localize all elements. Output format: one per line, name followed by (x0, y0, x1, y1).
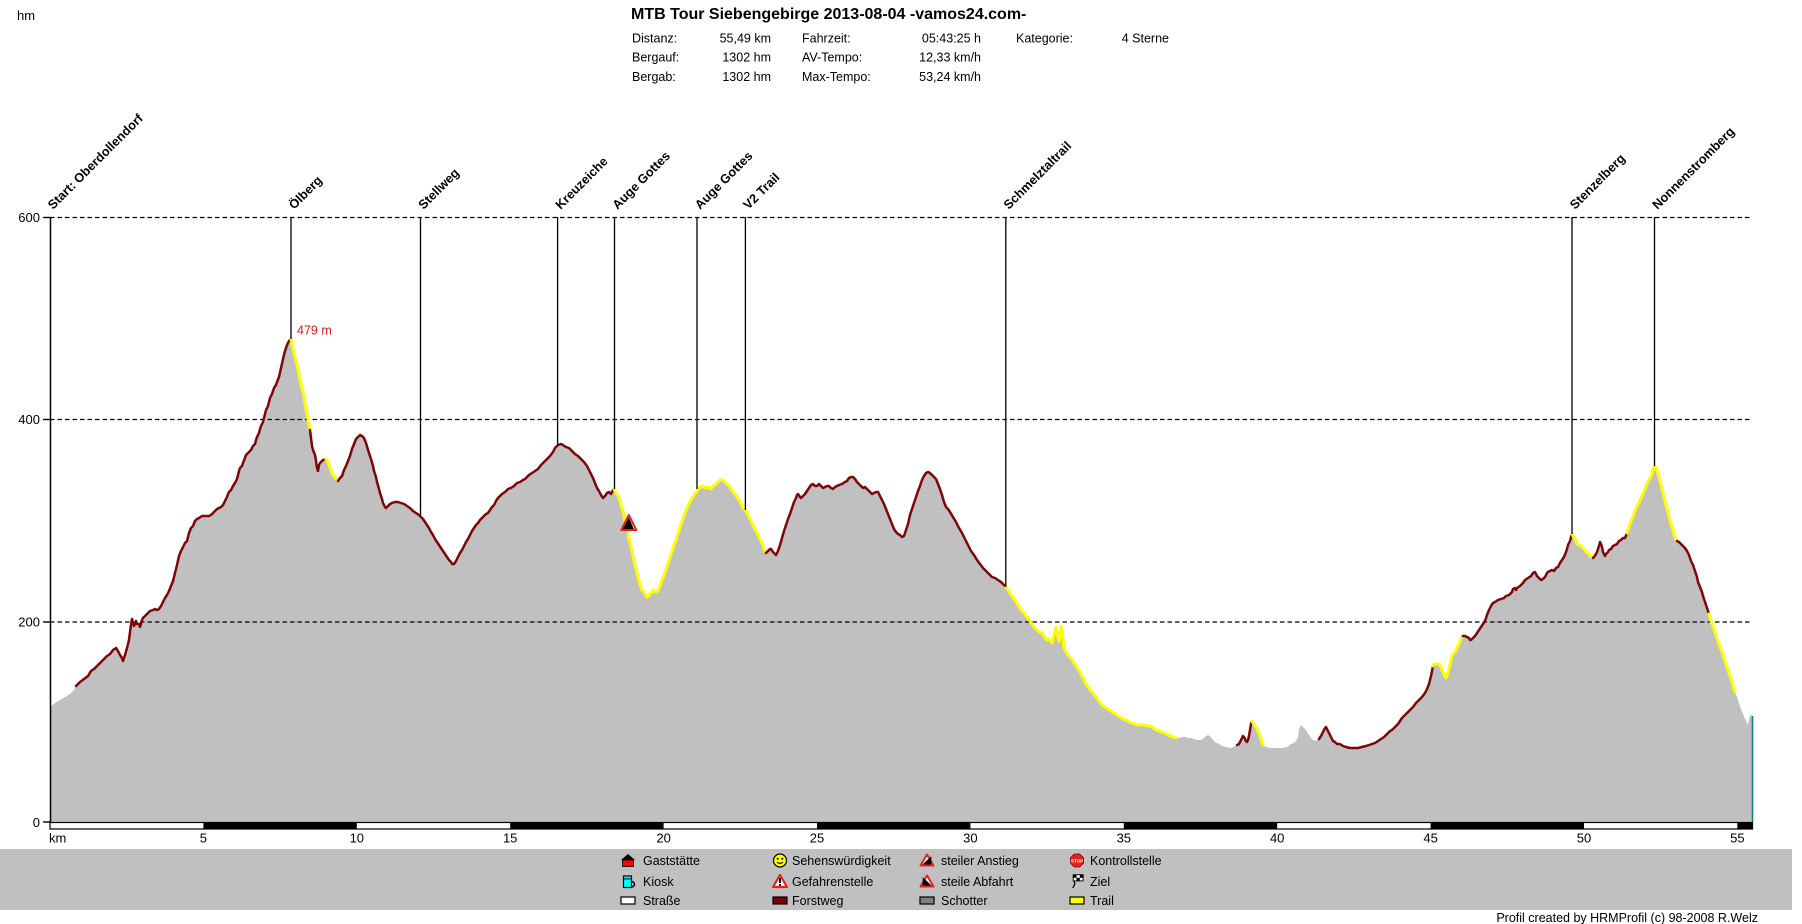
svg-text:MTB Tour Siebengebirge 2013-08: MTB Tour Siebengebirge 2013-08-04 -vamos… (631, 6, 1026, 23)
svg-text:4 Sterne: 4 Sterne (1122, 31, 1169, 45)
svg-text:AV-Tempo:: AV-Tempo: (802, 51, 862, 65)
svg-text:V2 Trail: V2 Trail (741, 170, 783, 212)
svg-text:0: 0 (33, 815, 40, 830)
svg-text:Stenzelberg: Stenzelberg (1567, 151, 1628, 212)
svg-text:400: 400 (18, 412, 40, 427)
svg-text:05:43:25 h: 05:43:25 h (922, 31, 981, 45)
svg-text:35: 35 (1117, 831, 1131, 846)
svg-text:Kategorie:: Kategorie: (1016, 31, 1073, 45)
svg-text:40: 40 (1270, 831, 1284, 846)
svg-text:15: 15 (503, 831, 517, 846)
svg-text:1302 hm: 1302 hm (722, 70, 771, 84)
svg-text:STOP: STOP (1071, 858, 1083, 863)
svg-text:20: 20 (656, 831, 670, 846)
svg-text:200: 200 (18, 615, 40, 630)
svg-text:25: 25 (810, 831, 824, 846)
svg-text:12,33 km/h: 12,33 km/h (919, 51, 981, 65)
svg-text:1302 hm: 1302 hm (722, 51, 771, 65)
svg-text:Max-Tempo:: Max-Tempo: (802, 70, 871, 84)
svg-text:Trail: Trail (1090, 894, 1114, 908)
svg-text:Fahrzeit:: Fahrzeit: (802, 31, 851, 45)
svg-text:Kreuzeiche: Kreuzeiche (553, 154, 611, 212)
svg-text:Bergauf:: Bergauf: (632, 51, 679, 65)
svg-text:55,49 km: 55,49 km (720, 31, 771, 45)
svg-text:Straße: Straße (643, 894, 681, 908)
svg-text:45: 45 (1423, 831, 1437, 846)
svg-text:479 m: 479 m (297, 324, 332, 338)
svg-text:Kiosk: Kiosk (643, 875, 674, 889)
svg-text:Auge Gottes: Auge Gottes (610, 149, 673, 212)
svg-text:5: 5 (200, 831, 207, 846)
svg-text:Schotter: Schotter (941, 894, 988, 908)
svg-text:Schmelztaltrail: Schmelztaltrail (1001, 139, 1074, 212)
svg-text:Sehenswürdigkeit: Sehenswürdigkeit (792, 854, 891, 868)
svg-text:Gefahrenstelle: Gefahrenstelle (792, 875, 873, 889)
svg-text:steile Abfahrt: steile Abfahrt (941, 875, 1014, 889)
svg-text:Kontrollstelle: Kontrollstelle (1090, 854, 1162, 868)
svg-text:30: 30 (963, 831, 977, 846)
svg-text:Stellweg: Stellweg (416, 166, 462, 212)
svg-text:Ziel: Ziel (1090, 875, 1110, 889)
svg-text:Forstweg: Forstweg (792, 894, 843, 908)
svg-text:steiler Anstieg: steiler Anstieg (941, 854, 1019, 868)
svg-text:Bergab:: Bergab: (632, 70, 676, 84)
svg-text:km: km (49, 831, 66, 846)
svg-text:53,24 km/h: 53,24 km/h (919, 70, 981, 84)
svg-text:Ölberg: Ölberg (286, 173, 326, 213)
svg-text:Profil created by HRMProfil (c: Profil created by HRMProfil (c) 98-2008 … (1496, 911, 1758, 924)
svg-text:Nonnenstromberg: Nonnenstromberg (1650, 124, 1738, 212)
svg-text:Distanz:: Distanz: (632, 31, 677, 45)
svg-text:55: 55 (1730, 831, 1744, 846)
svg-text:Gaststätte: Gaststätte (643, 854, 700, 868)
svg-text:50: 50 (1577, 831, 1591, 846)
svg-text:10: 10 (350, 831, 364, 846)
svg-text:hm: hm (17, 8, 35, 23)
svg-text:Start: Oberdollendorf: Start: Oberdollendorf (45, 111, 146, 212)
svg-text:600: 600 (18, 210, 40, 225)
